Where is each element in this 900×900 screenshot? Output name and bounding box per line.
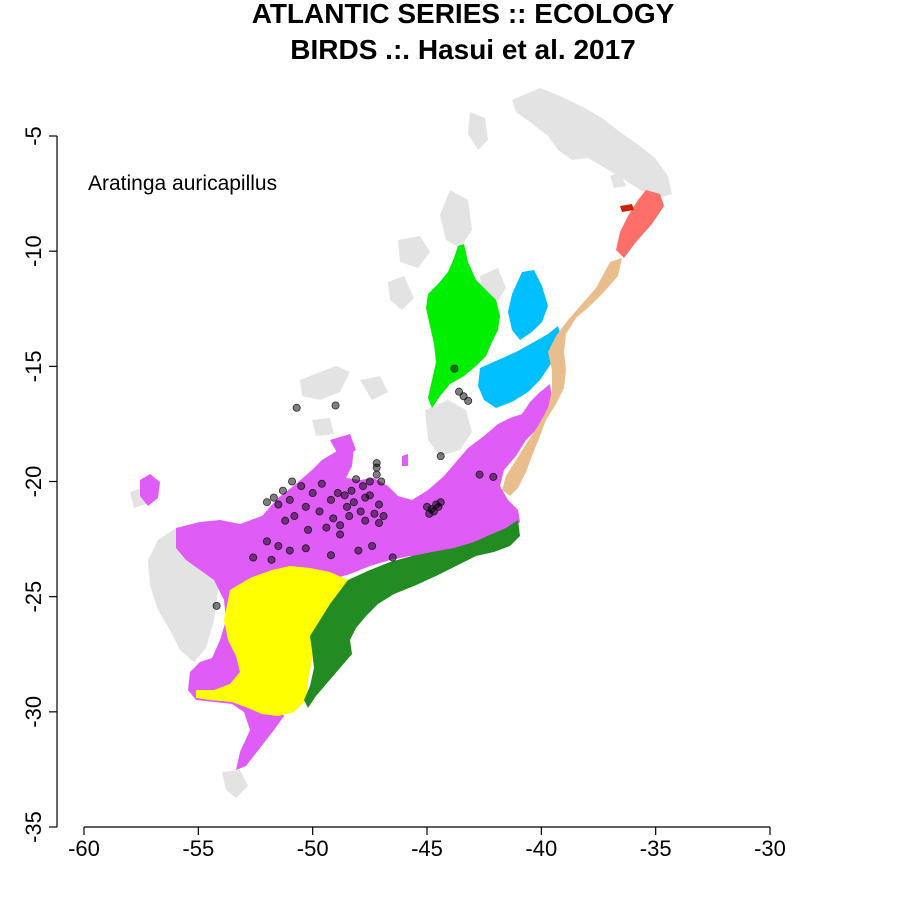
- occurrence-point: [370, 509, 379, 518]
- occurrence-point: [329, 514, 338, 523]
- x-tick-label: -45: [411, 836, 443, 861]
- occurrence-point: [301, 502, 310, 511]
- occurrence-point: [345, 512, 354, 521]
- occurrence-point: [301, 544, 310, 553]
- occurrence-point: [354, 546, 363, 555]
- species-label: Aratinga auricapillus: [88, 172, 277, 195]
- occurrence-point: [489, 472, 498, 481]
- occurrence-point: [361, 516, 370, 525]
- occurrence-point: [358, 482, 367, 491]
- purple-region: [140, 384, 552, 770]
- red-patch: [620, 204, 634, 212]
- occurrence-point: [336, 530, 345, 539]
- occurrence-point: [342, 502, 351, 511]
- occurrence-point: [464, 396, 473, 405]
- occurrence-point: [365, 491, 374, 500]
- occurrence-point: [212, 601, 221, 610]
- occurrence-point: [297, 482, 306, 491]
- occurrence-point: [336, 521, 345, 530]
- occurrence-point: [377, 477, 386, 486]
- occurrence-point: [379, 512, 388, 521]
- bright-green-region: [426, 244, 500, 408]
- occurrence-point: [347, 486, 356, 495]
- occurrence-point: [288, 477, 297, 486]
- occurrence-point: [278, 486, 287, 495]
- occurrence-point: [285, 546, 294, 555]
- occurrence-point: [285, 495, 294, 504]
- occurrence-points: [212, 364, 498, 610]
- occurrence-point: [290, 512, 299, 521]
- y-tick-label: -35: [21, 811, 46, 843]
- occurrence-point: [262, 498, 271, 507]
- unassigned-land-region: [130, 88, 672, 798]
- x-tick-label: -50: [297, 836, 329, 861]
- occurrence-point: [372, 470, 381, 479]
- x-axis: -60 -55 -50 -45 -40 -35 -30: [68, 826, 786, 861]
- yellow-region: [196, 566, 348, 716]
- occurrence-point: [269, 493, 278, 502]
- occurrence-point: [372, 463, 381, 472]
- occurrence-point: [308, 489, 317, 498]
- occurrence-point: [304, 525, 313, 534]
- occurrence-point: [281, 516, 290, 525]
- sky-blue-region: [478, 270, 562, 408]
- map-regions: [130, 88, 672, 798]
- occurrence-point: [262, 537, 271, 546]
- occurrence-point: [274, 500, 283, 509]
- occurrence-point: [326, 551, 335, 560]
- title-line-2: BIRDS .:. Hasui et al. 2017: [290, 34, 635, 65]
- x-tick-label: -60: [68, 836, 100, 861]
- salmon-region: [616, 190, 664, 258]
- y-tick-label: -30: [21, 696, 46, 728]
- x-tick-label: -55: [182, 836, 214, 861]
- occurrence-point: [349, 498, 358, 507]
- title-line-1: ATLANTIC SERIES :: ECOLOGY: [252, 0, 675, 29]
- occurrence-point: [317, 479, 326, 488]
- y-tick-label: -25: [21, 581, 46, 613]
- occurrence-point: [267, 555, 276, 564]
- x-tick-label: -40: [525, 836, 557, 861]
- occurrence-point: [368, 541, 377, 550]
- dark-green-region: [304, 520, 520, 708]
- occurrence-point: [249, 553, 258, 562]
- tan-region: [502, 258, 622, 496]
- occurrence-point: [315, 507, 324, 516]
- occurrence-point: [374, 518, 383, 527]
- y-tick-label: -10: [21, 235, 46, 267]
- y-axis: -5 -10 -15 -20 -25 -30 -35: [21, 126, 58, 843]
- y-tick-label: -15: [21, 350, 46, 382]
- occurrence-point: [352, 475, 361, 484]
- occurrence-point: [388, 553, 397, 562]
- occurrence-point: [292, 403, 301, 412]
- occurrence-point: [356, 507, 365, 516]
- occurrence-point: [450, 364, 459, 373]
- occurrence-point: [475, 470, 484, 479]
- occurrence-point: [436, 498, 445, 507]
- occurrence-point: [274, 541, 283, 550]
- occurrence-point: [436, 452, 445, 461]
- occurrence-point: [322, 523, 331, 532]
- y-tick-label: -20: [21, 466, 46, 498]
- occurrence-point: [340, 491, 349, 500]
- occurrence-point: [365, 477, 374, 486]
- occurrence-point: [374, 500, 383, 509]
- x-tick-label: -30: [754, 836, 786, 861]
- y-tick-label: -5: [21, 126, 46, 146]
- occurrence-point: [333, 489, 342, 498]
- x-tick-label: -35: [640, 836, 672, 861]
- occurrence-point: [326, 495, 335, 504]
- occurrence-point: [331, 401, 340, 410]
